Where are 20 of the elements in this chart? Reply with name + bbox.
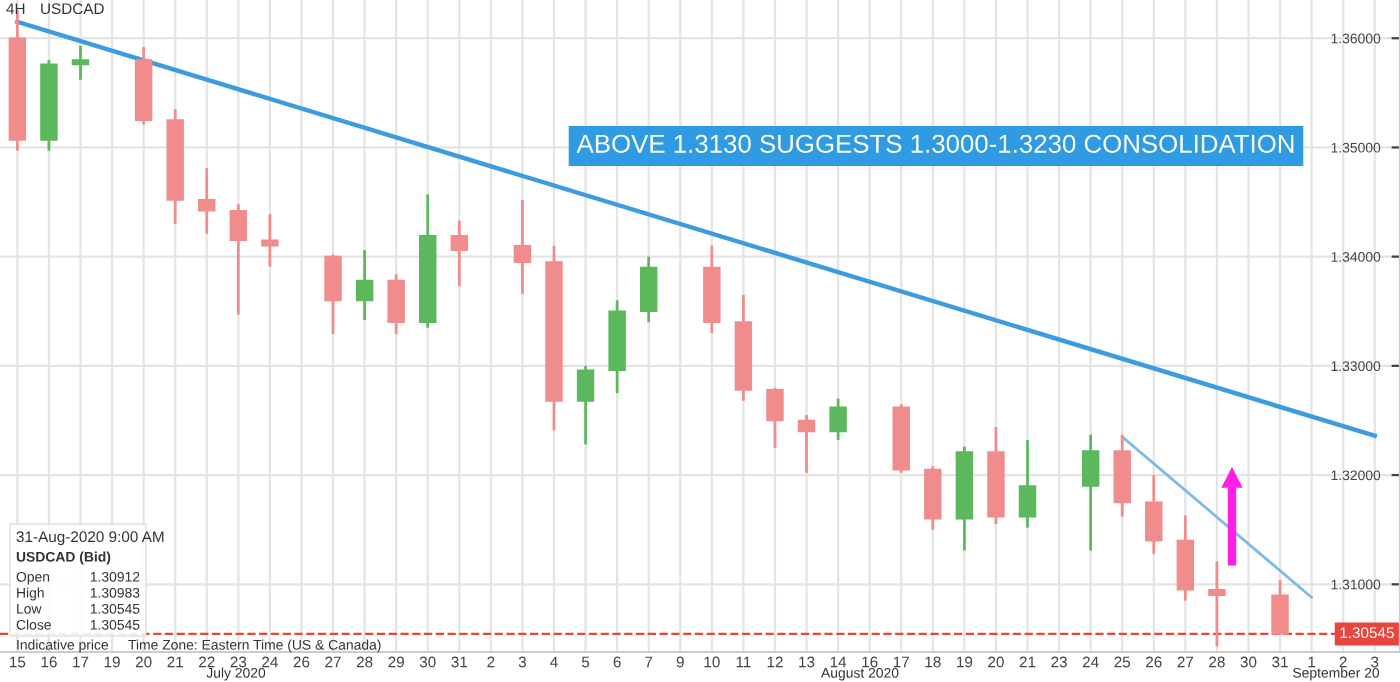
- candlestick: [1145, 473, 1163, 556]
- candlestick: [198, 166, 216, 236]
- candlestick: [324, 253, 342, 336]
- candlestick: [387, 272, 405, 336]
- candlestick: [1018, 438, 1037, 529]
- candlestick: [1271, 578, 1289, 636]
- candlestick: [766, 386, 784, 450]
- candlestick: [450, 219, 469, 288]
- candlestick: [797, 413, 816, 475]
- candlestick: [1208, 559, 1226, 648]
- candlestick: [576, 364, 595, 446]
- candlestick: [355, 248, 374, 322]
- candlestick: [513, 198, 532, 296]
- candlestick: [639, 255, 658, 324]
- candlestick: [71, 44, 90, 82]
- candlestick: [829, 397, 847, 442]
- annotation: ABOVE 1.3130 SUGGESTS 1.3000-1.3230 CONSOLIDATION: [576, 134, 1294, 153]
- candlestick: [229, 202, 248, 316]
- candlestick: [261, 212, 279, 268]
- candlestick: [1081, 433, 1100, 552]
